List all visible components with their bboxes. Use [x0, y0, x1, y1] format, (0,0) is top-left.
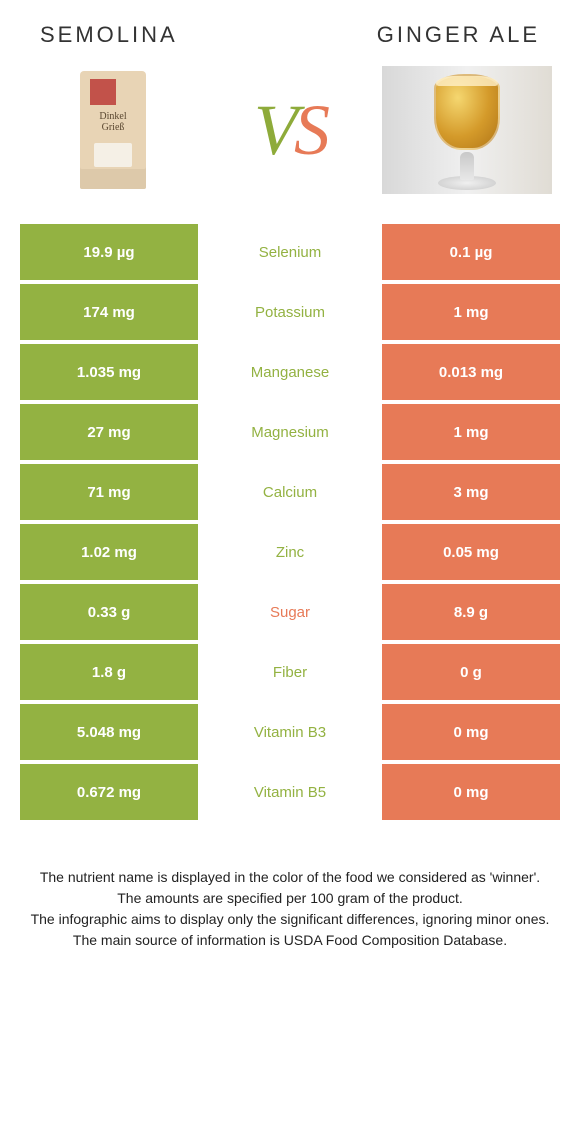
right-value: 3 mg [382, 464, 560, 520]
left-value: 0.33 g [20, 584, 198, 640]
left-food-image: Dinkel Grieß [28, 66, 198, 194]
nutrient-label: Manganese [198, 344, 382, 400]
right-value: 0 g [382, 644, 560, 700]
table-row: 0.33 gSugar8.9 g [20, 584, 560, 640]
left-value: 1.02 mg [20, 524, 198, 580]
right-value: 0.1 µg [382, 224, 560, 280]
left-value: 174 mg [20, 284, 198, 340]
images-row: Dinkel Grieß VS [0, 66, 580, 224]
right-food-title: GINGER ALE [377, 22, 540, 48]
left-value: 1.8 g [20, 644, 198, 700]
left-food-title: SEMOLINA [40, 22, 178, 48]
nutrient-label: Selenium [198, 224, 382, 280]
table-row: 19.9 µgSelenium0.1 µg [20, 224, 560, 280]
nutrient-label: Fiber [198, 644, 382, 700]
nutrient-label: Vitamin B5 [198, 764, 382, 820]
table-row: 1.8 gFiber0 g [20, 644, 560, 700]
left-value: 19.9 µg [20, 224, 198, 280]
nutrient-label: Vitamin B3 [198, 704, 382, 760]
vs-s: S [294, 90, 326, 170]
left-value: 0.672 mg [20, 764, 198, 820]
left-value: 1.035 mg [20, 344, 198, 400]
bag-label-line1: Dinkel [99, 111, 126, 122]
left-value: 27 mg [20, 404, 198, 460]
bag-window-icon [94, 143, 132, 167]
footnote-line: The main source of information is USDA F… [30, 931, 550, 950]
left-value: 71 mg [20, 464, 198, 520]
right-value: 1 mg [382, 404, 560, 460]
title-row: SEMOLINA GINGER ALE [0, 0, 580, 66]
right-value: 1 mg [382, 284, 560, 340]
nutrient-label: Zinc [198, 524, 382, 580]
ginger-ale-glass-icon [428, 74, 506, 190]
table-row: 27 mgMagnesium1 mg [20, 404, 560, 460]
footnotes: The nutrient name is displayed in the co… [0, 824, 580, 952]
bag-label: Dinkel Grieß [80, 111, 146, 133]
semolina-bag-icon: Dinkel Grieß [80, 71, 146, 189]
left-value: 5.048 mg [20, 704, 198, 760]
nutrient-label: Magnesium [198, 404, 382, 460]
table-row: 71 mgCalcium3 mg [20, 464, 560, 520]
table-row: 1.02 mgZinc0.05 mg [20, 524, 560, 580]
footnote-line: The amounts are specified per 100 gram o… [30, 889, 550, 908]
bag-label-line2: Grieß [102, 122, 125, 133]
nutrient-label: Potassium [198, 284, 382, 340]
table-row: 5.048 mgVitamin B30 mg [20, 704, 560, 760]
vs-label: VS [254, 94, 326, 166]
right-food-image [382, 66, 552, 194]
right-value: 0 mg [382, 704, 560, 760]
vs-v: V [254, 90, 294, 170]
right-value: 0.05 mg [382, 524, 560, 580]
table-row: 174 mgPotassium1 mg [20, 284, 560, 340]
right-value: 8.9 g [382, 584, 560, 640]
footnote-line: The infographic aims to display only the… [30, 910, 550, 929]
nutrient-label: Sugar [198, 584, 382, 640]
footnote-line: The nutrient name is displayed in the co… [30, 868, 550, 887]
right-value: 0.013 mg [382, 344, 560, 400]
nutrient-label: Calcium [198, 464, 382, 520]
table-row: 0.672 mgVitamin B50 mg [20, 764, 560, 820]
right-value: 0 mg [382, 764, 560, 820]
comparison-table: 19.9 µgSelenium0.1 µg174 mgPotassium1 mg… [0, 224, 580, 824]
table-row: 1.035 mgManganese0.013 mg [20, 344, 560, 400]
